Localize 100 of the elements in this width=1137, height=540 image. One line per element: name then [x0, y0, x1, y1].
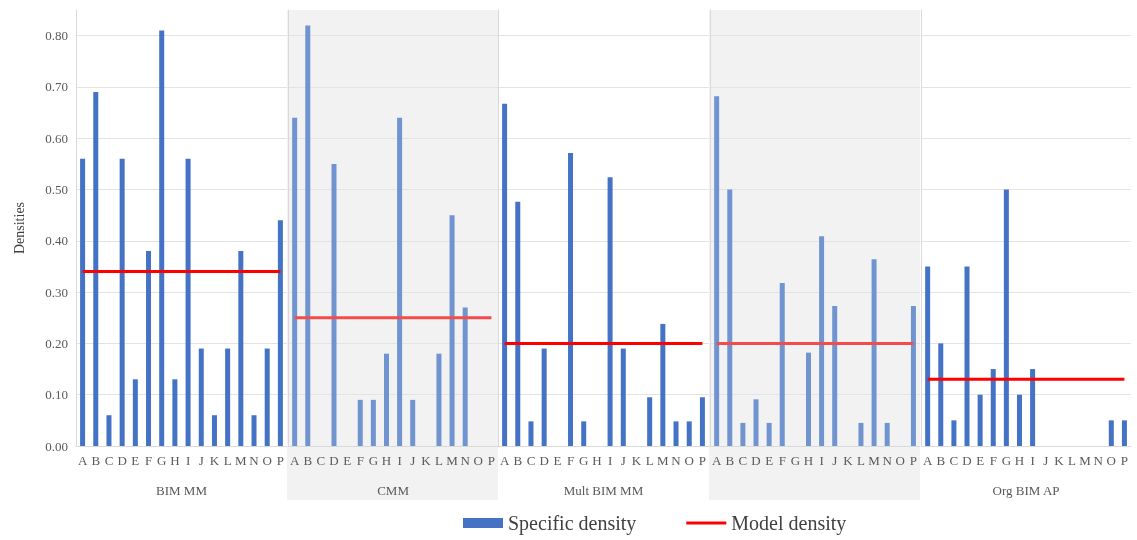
x-tick-label: G	[157, 453, 167, 468]
bar	[607, 177, 613, 446]
bar	[119, 158, 125, 446]
x-tick-label: E	[553, 453, 562, 468]
x-tick-label: D	[962, 453, 972, 468]
x-tick-label: I	[1030, 453, 1035, 468]
x-tick-label: B	[91, 453, 101, 468]
x-tick-label: C	[949, 453, 959, 468]
x-tick-label: P	[276, 453, 284, 468]
bar	[410, 399, 416, 446]
x-tick-label: D	[539, 453, 549, 468]
bar	[80, 158, 86, 446]
bar	[990, 369, 996, 446]
x-tick-label: C	[316, 453, 326, 468]
bar	[1030, 369, 1036, 446]
x-tick-label: K	[421, 453, 432, 468]
y-tick-label: 0.50	[45, 182, 68, 198]
x-tick-label: G	[1001, 453, 1012, 468]
x-tick-label: A	[922, 453, 933, 468]
x-axis-title: Org BIM AP	[992, 483, 1060, 498]
bar	[568, 153, 574, 446]
bar	[779, 282, 785, 446]
x-tick-label: M	[868, 453, 881, 468]
bar	[938, 343, 944, 446]
y-axis-title: Densities	[11, 201, 27, 255]
bar	[238, 251, 244, 446]
x-tick-label: D	[329, 453, 339, 468]
x-tick-label: H	[170, 453, 180, 468]
x-tick-label: G	[368, 453, 379, 468]
bar	[305, 25, 311, 446]
bar	[251, 415, 257, 446]
bar	[462, 307, 468, 446]
x-axis-title: Mult BIM MM	[563, 483, 644, 498]
bar	[383, 353, 389, 446]
bar	[673, 421, 679, 446]
x-tick-label: B	[303, 453, 313, 468]
x-tick-label: B	[936, 453, 946, 468]
x-tick-label: K	[209, 453, 220, 468]
bar	[172, 379, 178, 446]
bar	[225, 348, 231, 446]
x-tick-label: P	[698, 453, 707, 468]
bar	[106, 415, 112, 446]
bar	[714, 96, 720, 446]
x-tick-label: G	[579, 453, 589, 468]
bar	[502, 103, 508, 446]
bar	[727, 189, 733, 446]
bar	[331, 163, 337, 446]
y-tick-label: 0.80	[45, 28, 68, 44]
x-tick-label: C	[526, 453, 536, 468]
x-tick-label: O	[262, 453, 272, 468]
x-tick-label: A	[711, 453, 722, 468]
bar	[1108, 420, 1114, 446]
bar	[146, 251, 152, 446]
bar	[964, 266, 970, 446]
x-tick-label: M	[446, 453, 459, 468]
x-tick-label: F	[989, 453, 997, 468]
x-tick-label: D	[751, 453, 761, 468]
bar	[977, 394, 983, 446]
x-tick-label: H	[592, 453, 602, 468]
bar	[132, 379, 138, 446]
x-tick-label: L	[856, 453, 865, 468]
bar	[211, 415, 217, 446]
y-tick-label: 0.70	[45, 79, 68, 95]
bar	[925, 266, 931, 446]
bar	[436, 353, 442, 446]
y-tick-label: 0.00	[45, 438, 68, 454]
bar	[528, 421, 534, 446]
bar	[910, 305, 916, 446]
x-tick-label: G	[790, 453, 801, 468]
x-tick-label: E	[765, 453, 774, 468]
x-axis-title: BIM MM	[156, 483, 208, 498]
x-tick-label: J	[198, 453, 204, 468]
x-tick-label: L	[223, 453, 232, 468]
bar	[370, 399, 376, 446]
x-tick-label: E	[976, 453, 985, 468]
x-tick-label: B	[513, 453, 523, 468]
x-tick-label: C	[104, 453, 114, 468]
x-tick-label: I	[607, 453, 613, 468]
x-tick-label: F	[566, 453, 575, 468]
x-tick-label: E	[131, 453, 140, 468]
bar	[449, 215, 455, 446]
x-tick-label: I	[397, 453, 402, 468]
y-tick-label: 0.40	[45, 233, 68, 249]
x-tick-label: C	[738, 453, 748, 468]
x-tick-label: A	[77, 453, 88, 468]
x-tick-label: N	[882, 453, 893, 468]
bar	[740, 422, 746, 446]
x-tick-label: N	[1093, 453, 1104, 468]
bar	[620, 348, 626, 446]
x-tick-label: N	[460, 453, 471, 468]
x-tick-label: P	[909, 453, 918, 468]
x-tick-label: J	[410, 453, 416, 468]
bar	[819, 236, 825, 446]
bar	[753, 399, 759, 446]
y-tick-label: 0.60	[45, 130, 68, 146]
bar	[699, 397, 705, 446]
x-tick-label: M	[1079, 453, 1092, 468]
x-tick-label: I	[819, 453, 824, 468]
x-tick-label: H	[1014, 453, 1025, 468]
x-tick-label: N	[249, 453, 260, 468]
